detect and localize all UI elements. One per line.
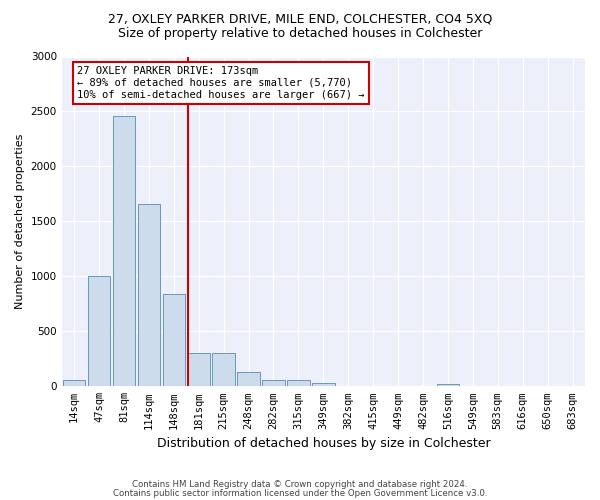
- Bar: [163, 294, 185, 386]
- Bar: [188, 354, 210, 386]
- Bar: [262, 380, 285, 386]
- Bar: [212, 354, 235, 386]
- Bar: [63, 380, 85, 386]
- Text: Contains HM Land Registry data © Crown copyright and database right 2024.: Contains HM Land Registry data © Crown c…: [132, 480, 468, 489]
- Bar: [312, 383, 335, 386]
- Text: 27, OXLEY PARKER DRIVE, MILE END, COLCHESTER, CO4 5XQ: 27, OXLEY PARKER DRIVE, MILE END, COLCHE…: [108, 12, 492, 26]
- Text: Size of property relative to detached houses in Colchester: Size of property relative to detached ho…: [118, 28, 482, 40]
- Bar: [287, 380, 310, 386]
- Bar: [238, 372, 260, 386]
- Bar: [437, 384, 459, 386]
- Text: 27 OXLEY PARKER DRIVE: 173sqm
← 89% of detached houses are smaller (5,770)
10% o: 27 OXLEY PARKER DRIVE: 173sqm ← 89% of d…: [77, 66, 365, 100]
- Text: Contains public sector information licensed under the Open Government Licence v3: Contains public sector information licen…: [113, 488, 487, 498]
- Bar: [88, 276, 110, 386]
- X-axis label: Distribution of detached houses by size in Colchester: Distribution of detached houses by size …: [157, 437, 490, 450]
- Y-axis label: Number of detached properties: Number of detached properties: [15, 134, 25, 309]
- Bar: [137, 204, 160, 386]
- Bar: [113, 116, 135, 386]
